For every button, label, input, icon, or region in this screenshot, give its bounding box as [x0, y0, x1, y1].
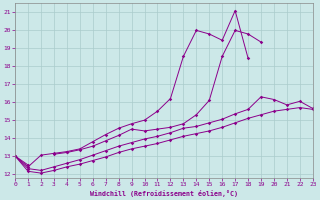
- X-axis label: Windchill (Refroidissement éolien,°C): Windchill (Refroidissement éolien,°C): [90, 190, 238, 197]
